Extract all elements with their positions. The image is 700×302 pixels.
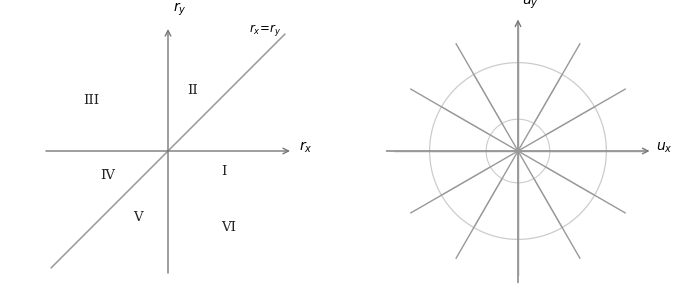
Text: V: V <box>133 211 143 224</box>
Text: VI: VI <box>221 221 236 234</box>
Text: $r_x$: $r_x$ <box>299 139 312 155</box>
Text: I: I <box>222 165 227 178</box>
Text: II: II <box>187 84 197 97</box>
Text: $u_x$: $u_x$ <box>656 140 673 155</box>
Text: IV: IV <box>100 169 115 182</box>
Text: III: III <box>83 94 99 107</box>
Text: $u_y$: $u_y$ <box>522 0 539 11</box>
Text: $r_x\!=\!r_y$: $r_x\!=\!r_y$ <box>248 22 281 38</box>
Text: $r_y$: $r_y$ <box>173 1 187 18</box>
